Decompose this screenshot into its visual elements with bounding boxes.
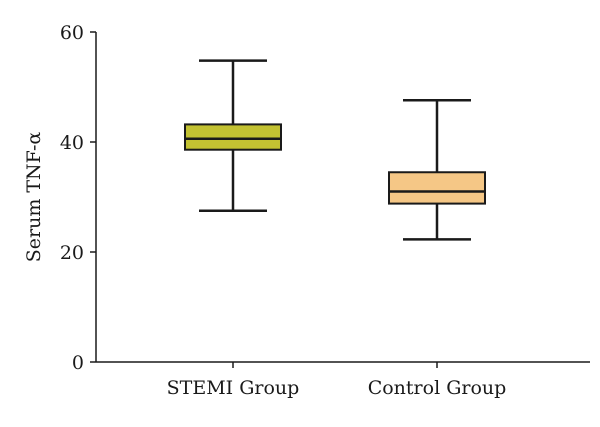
y-tick-label: 20	[60, 242, 84, 264]
boxes	[184, 59, 486, 241]
x-tick-label: STEMI Group	[167, 377, 300, 399]
y-tick-label: 60	[60, 22, 84, 44]
box-stemi	[184, 59, 282, 212]
y-tick-label: 0	[72, 352, 84, 374]
x-tick-label: Control Group	[368, 377, 507, 399]
axes: 0 20 40 60 STEMI Group Control Group	[60, 22, 590, 399]
y-tick-label: 40	[60, 132, 84, 154]
box-control	[388, 98, 486, 241]
iqr-box	[184, 123, 282, 151]
y-axis-title: Serum TNF-α	[23, 132, 45, 263]
iqr-box	[388, 171, 486, 205]
